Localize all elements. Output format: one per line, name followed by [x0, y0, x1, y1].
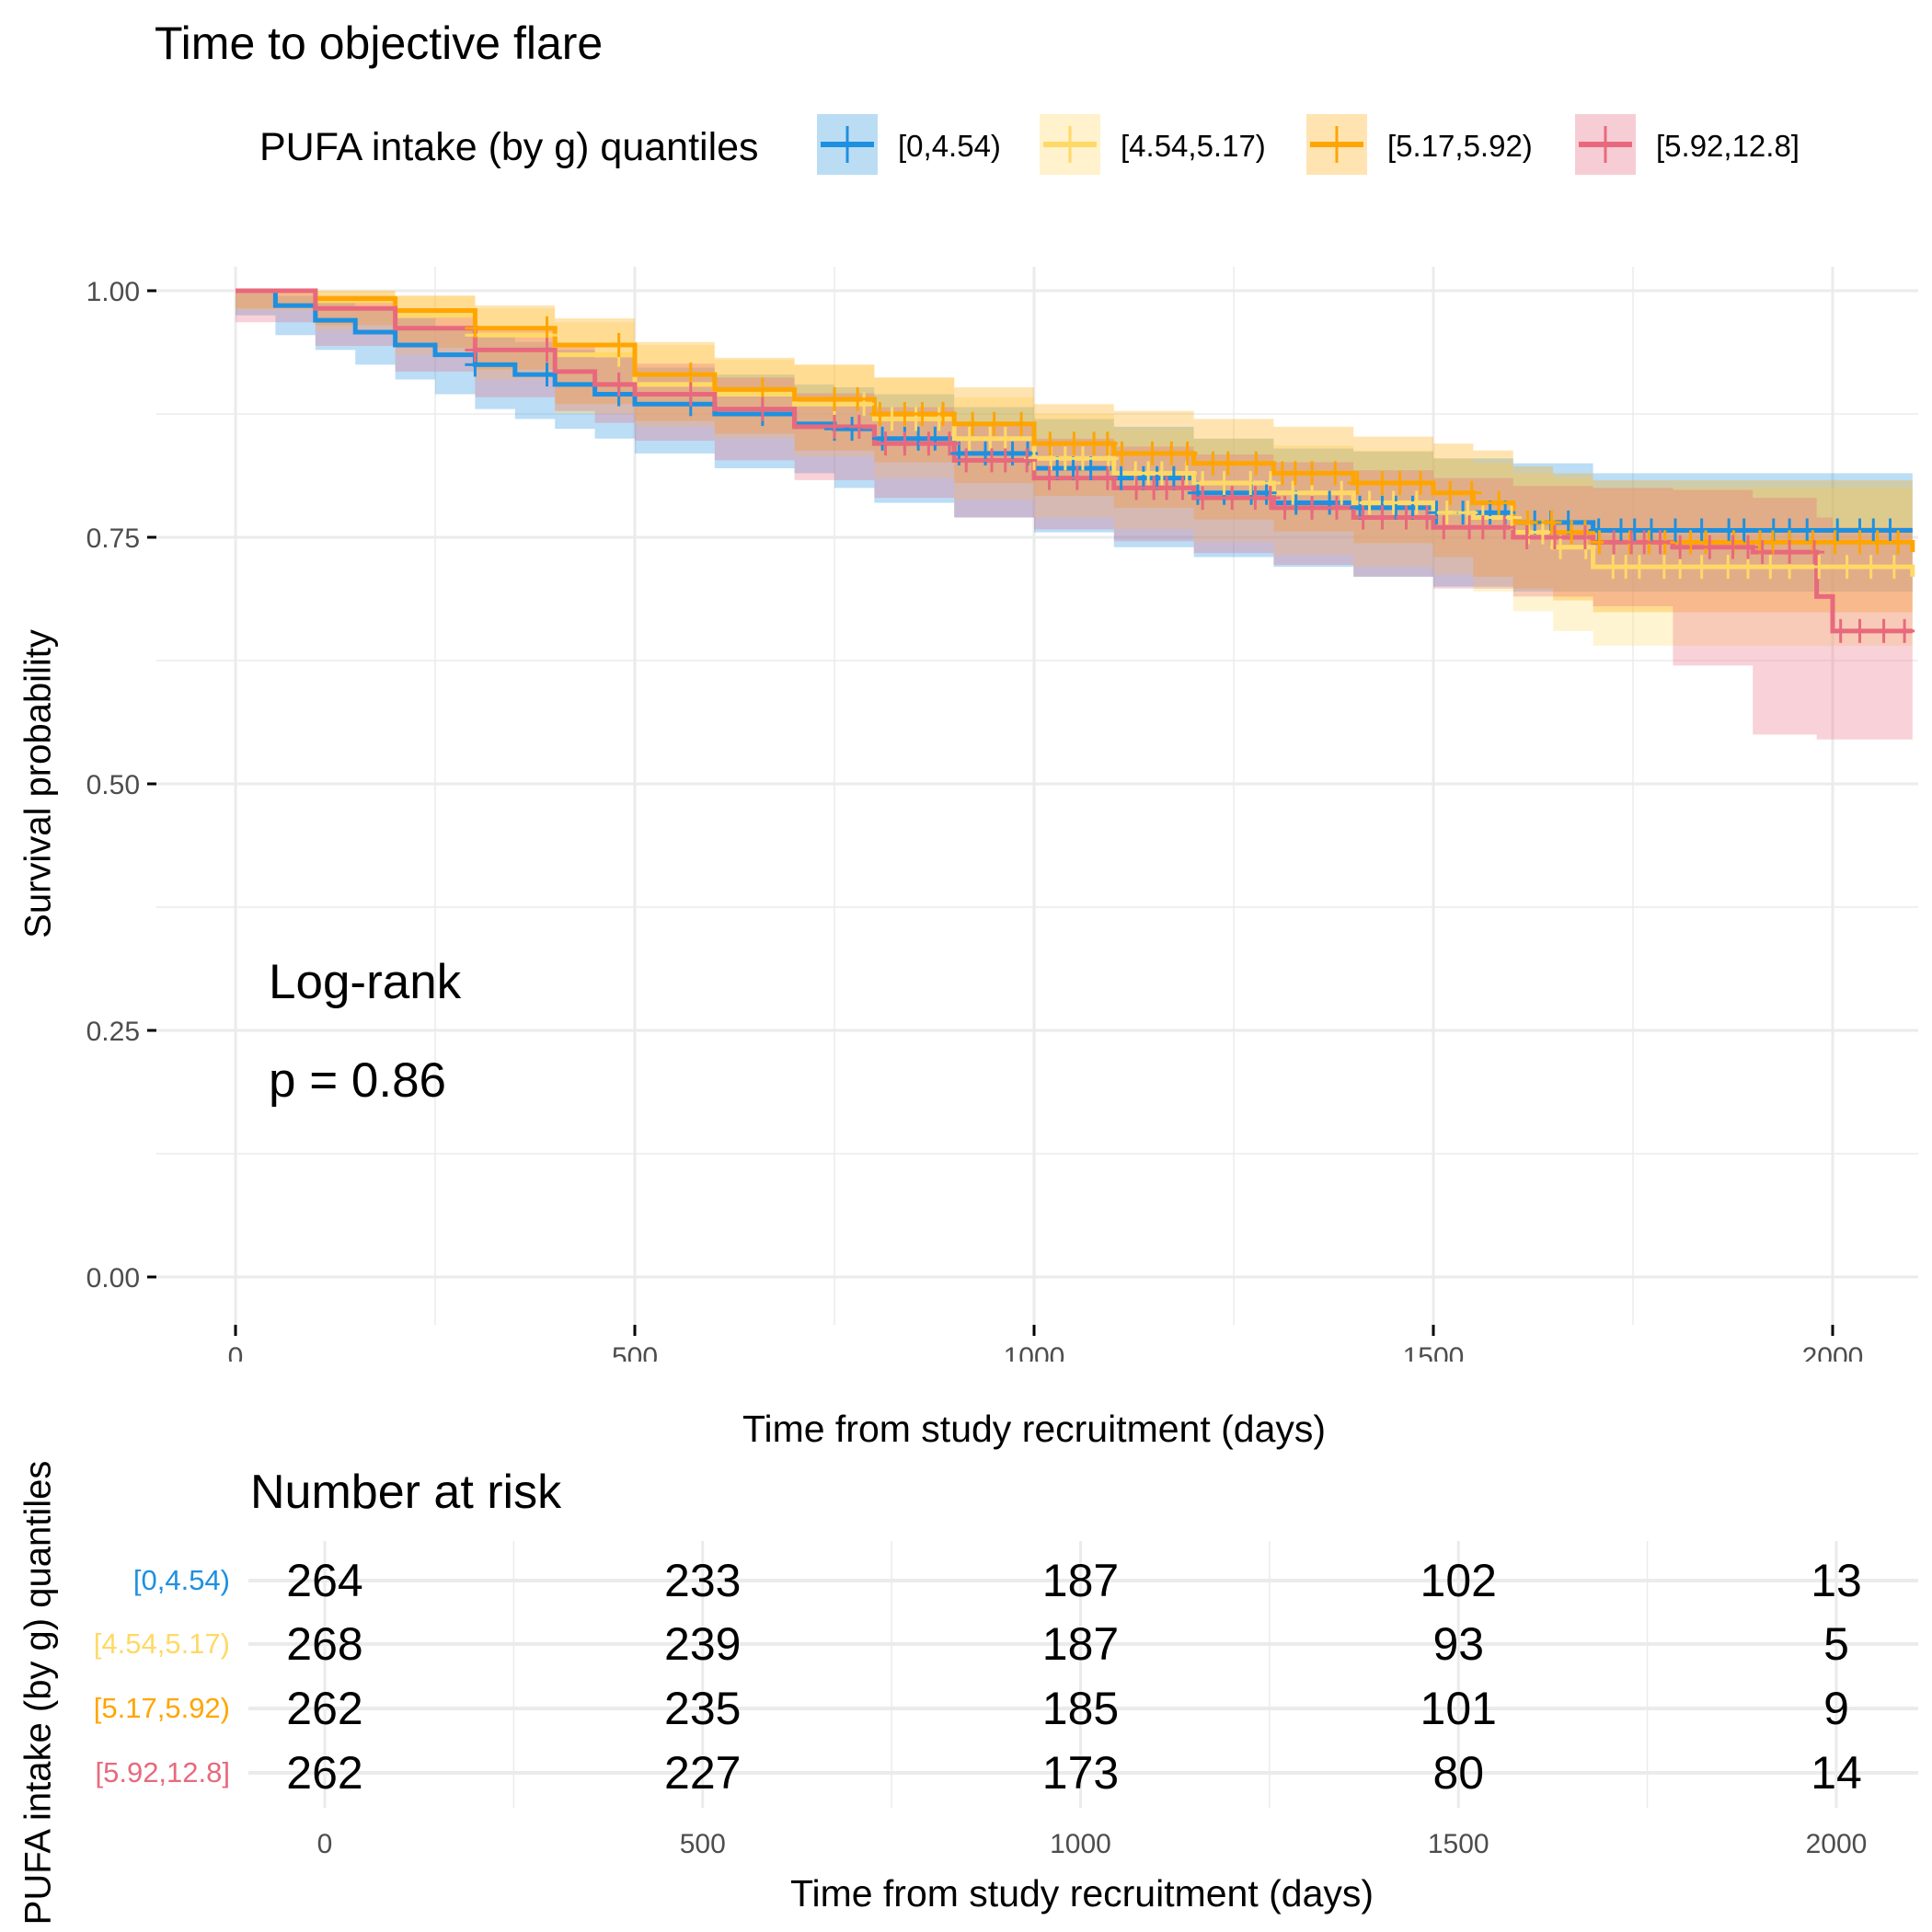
risk-row-label: [4.54,5.17) — [94, 1627, 230, 1660]
x-tick-label: 2000 — [1802, 1342, 1864, 1362]
risk-count: 262 — [286, 1683, 362, 1734]
legend-cross-icon — [821, 126, 874, 163]
legend-label-0: [0,4.54) — [898, 129, 1001, 163]
legend-label-1: [4.54,5.17) — [1121, 129, 1266, 163]
risk-row-label: [5.92,12.8] — [95, 1756, 230, 1788]
risk-x-tick-label: 0 — [317, 1829, 333, 1859]
x-tick-label: 1000 — [1004, 1342, 1065, 1362]
risk-count: 187 — [1042, 1618, 1119, 1670]
risk-count: 262 — [286, 1747, 362, 1799]
risk-x-tick-label: 1500 — [1428, 1829, 1489, 1859]
x-tick-label: 500 — [612, 1342, 658, 1362]
risk-table-x-label: Time from study recruitment (days) — [789, 1872, 1374, 1915]
legend-cross-icon — [1579, 126, 1632, 163]
risk-count: 80 — [1432, 1747, 1484, 1799]
censor-marks-2 — [465, 316, 1909, 555]
risk-count: 93 — [1432, 1618, 1484, 1670]
risk-count: 9 — [1823, 1683, 1849, 1734]
risk-count: 239 — [664, 1618, 741, 1670]
chart-title: Time to objective flare — [155, 17, 604, 69]
risk-count: 268 — [286, 1618, 362, 1670]
legend-key-0 — [817, 114, 878, 175]
legend-key-2 — [1306, 114, 1367, 175]
survival-curve-2 — [236, 288, 1915, 553]
risk-x-tick-label: 1000 — [1050, 1829, 1111, 1859]
logrank-label: Log-rank — [269, 955, 462, 1009]
legend-label-3: [5.92,12.8] — [1656, 129, 1800, 163]
legend-key-1 — [1040, 114, 1100, 175]
risk-count: 102 — [1420, 1555, 1497, 1606]
y-tick-label: 0.25 — [86, 1017, 140, 1047]
censor-marks-3 — [465, 338, 1915, 643]
legend-cross-icon — [1310, 126, 1363, 163]
y-tick-label: 0.00 — [86, 1263, 140, 1294]
legend-key-3 — [1575, 114, 1636, 175]
risk-count: 185 — [1042, 1683, 1119, 1734]
risk-row-label: [0,4.54) — [133, 1564, 230, 1596]
risk-table: [0,4.54) 264 233 187 102 13 [4.54,5.17) 268 239 1… — [94, 1541, 1918, 1859]
risk-count: 101 — [1420, 1683, 1497, 1734]
risk-x-tick-label: 2000 — [1806, 1829, 1868, 1859]
legend-cross-icon — [1043, 126, 1097, 163]
y-tick-label: 0.50 — [86, 770, 140, 800]
risk-table-title: Number at risk — [250, 1466, 562, 1519]
confidence-band-3 — [236, 291, 1913, 740]
survival-plot: 0.00 0.25 0.50 0.75 1.00 0 500 1000 1500 2000 Log-… — [86, 267, 1918, 1362]
x-tick-label: 1500 — [1403, 1342, 1465, 1362]
legend-title: PUFA intake (by g) quantiles — [259, 125, 759, 169]
risk-count: 233 — [664, 1555, 741, 1606]
risk-count: 187 — [1042, 1555, 1119, 1606]
risk-count: 13 — [1811, 1555, 1862, 1606]
risk-count: 227 — [664, 1747, 741, 1799]
y-tick-label: 1.00 — [86, 277, 140, 307]
x-axis-label: Time from study recruitment (days) — [742, 1408, 1327, 1450]
risk-row-label: [5.17,5.92) — [94, 1692, 230, 1724]
p-value-label: p = 0.86 — [269, 1053, 446, 1108]
risk-count: 264 — [286, 1555, 362, 1606]
risk-count: 173 — [1042, 1747, 1119, 1799]
risk-x-tick-label: 500 — [680, 1829, 726, 1859]
y-tick-label: 0.75 — [86, 523, 140, 554]
x-tick-label: 0 — [228, 1342, 244, 1362]
legend-label-2: [5.17,5.92) — [1387, 129, 1533, 163]
risk-count: 14 — [1811, 1747, 1862, 1799]
risk-count: 5 — [1823, 1618, 1849, 1670]
risk-count: 235 — [664, 1683, 741, 1734]
